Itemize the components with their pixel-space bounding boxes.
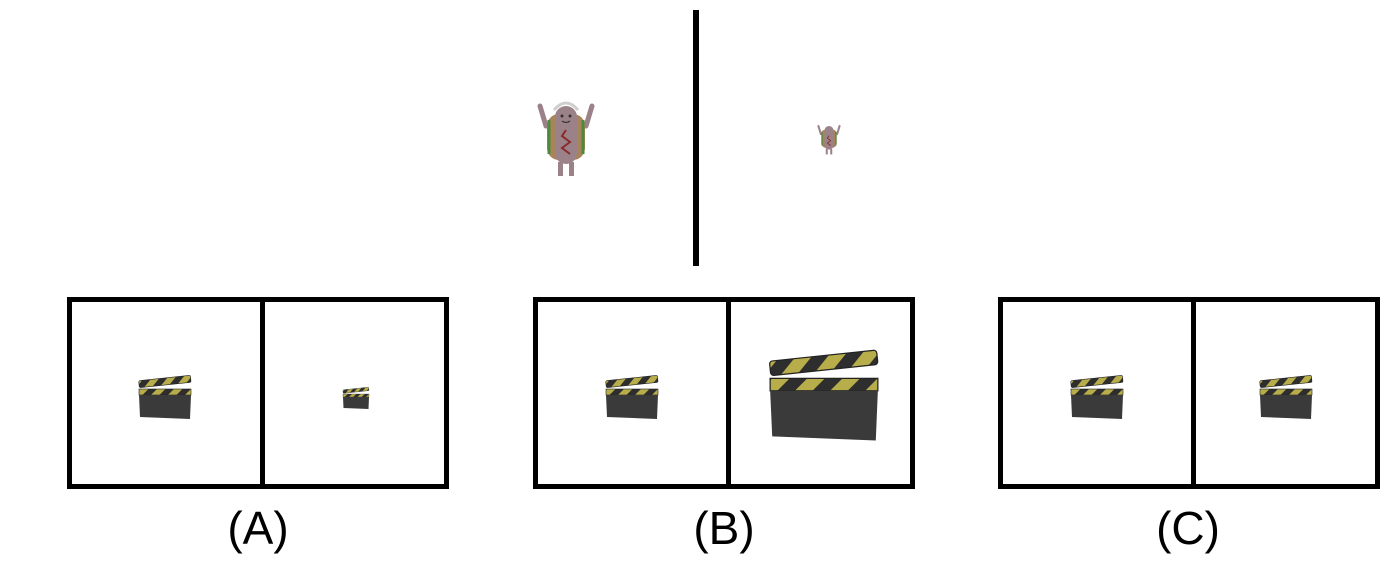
clapperboard-icon: [342, 387, 370, 410]
reference-divider: [693, 10, 699, 266]
option-b-label: (B): [693, 502, 755, 554]
option-a-box[interactable]: [67, 297, 449, 489]
option-a-label: (A): [227, 502, 289, 554]
option-c-label: (C): [1156, 502, 1220, 554]
clapperboard-icon: [1258, 375, 1314, 421]
hotdog-character-icon: [537, 101, 595, 176]
option-c-box[interactable]: [998, 297, 1380, 489]
clapperboard-icon: [1069, 375, 1125, 421]
hotdog-character-icon: [817, 124, 841, 155]
clapperboard-icon: [137, 375, 193, 421]
clapperboard-icon: [766, 349, 882, 445]
clapperboard-icon: [604, 375, 660, 421]
option-b-divider: [726, 302, 731, 484]
option-c-divider: [1191, 302, 1196, 484]
option-b-box[interactable]: [533, 297, 915, 489]
option-a-divider: [260, 302, 265, 484]
